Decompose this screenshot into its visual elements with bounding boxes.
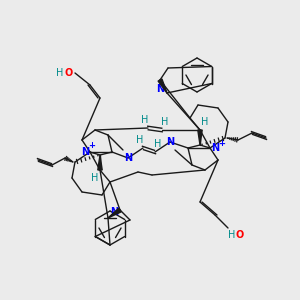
Text: O: O (236, 230, 244, 240)
Polygon shape (98, 155, 102, 170)
Polygon shape (108, 208, 121, 218)
Text: O: O (65, 68, 73, 78)
Text: H: H (56, 68, 64, 78)
Text: N: N (166, 137, 174, 147)
Text: H: H (136, 135, 144, 145)
Text: N: N (124, 153, 132, 163)
Text: N: N (81, 147, 89, 157)
Polygon shape (198, 130, 202, 145)
Text: H: H (201, 117, 209, 127)
Text: N: N (211, 143, 219, 153)
Text: N: N (110, 207, 118, 217)
Text: H: H (141, 115, 149, 125)
Text: N: N (156, 83, 165, 94)
Text: H: H (154, 139, 162, 149)
Text: H: H (228, 230, 236, 240)
Text: +: + (218, 139, 226, 148)
Text: H: H (91, 173, 99, 183)
Polygon shape (158, 79, 167, 93)
Text: H: H (161, 117, 169, 127)
Text: +: + (88, 140, 95, 149)
